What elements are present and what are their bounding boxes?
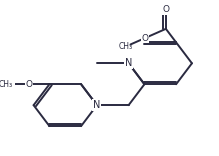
- Text: O: O: [141, 34, 148, 43]
- Text: O: O: [25, 80, 32, 89]
- Text: CH₃: CH₃: [0, 80, 12, 89]
- Text: N: N: [93, 100, 101, 110]
- Text: CH₃: CH₃: [119, 42, 133, 51]
- Text: N: N: [125, 58, 132, 68]
- Text: O: O: [162, 5, 169, 14]
